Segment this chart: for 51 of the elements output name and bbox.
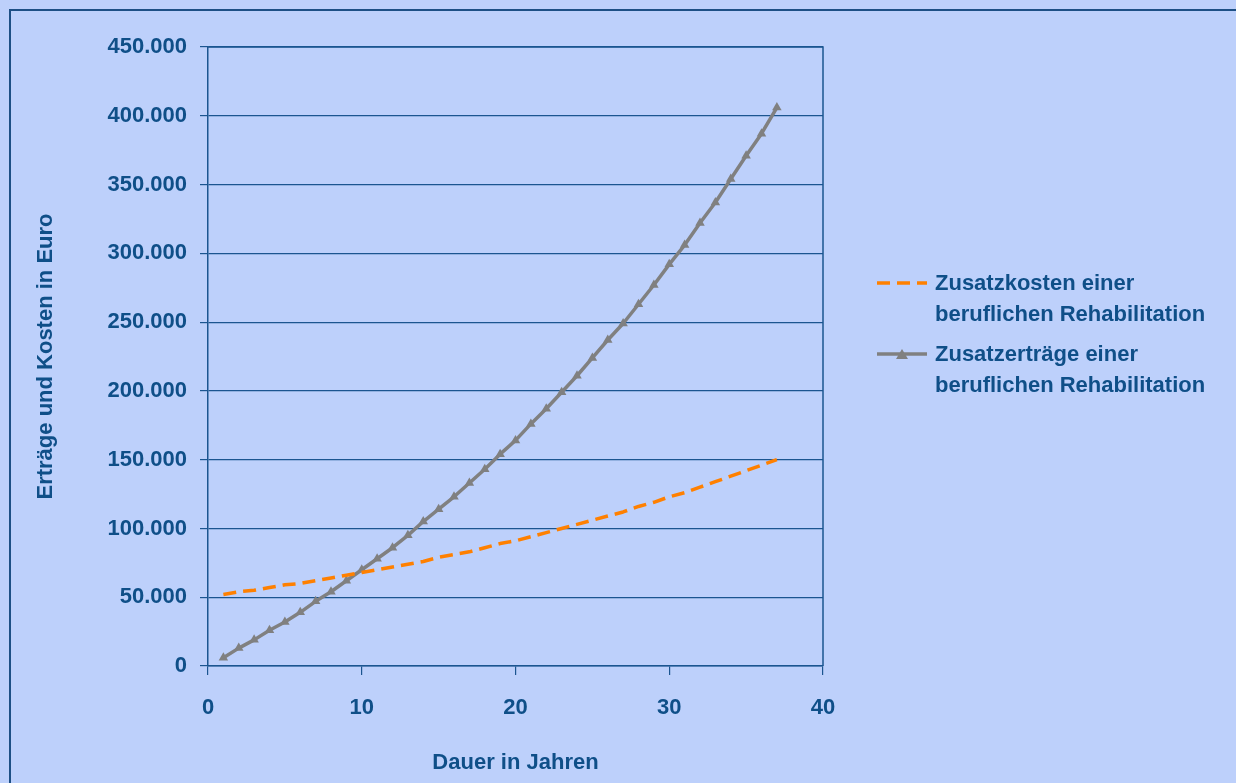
point: [433, 503, 444, 512]
point: [602, 334, 613, 343]
x-tick-label: 10: [349, 694, 374, 720]
point: [649, 279, 659, 288]
point: [372, 553, 382, 562]
y-tick-label: 200.000: [107, 376, 187, 402]
point: [449, 491, 459, 500]
point: [556, 386, 567, 396]
x-tick-label: 20: [503, 694, 528, 720]
point: [510, 434, 521, 444]
point: [495, 448, 505, 457]
point: [310, 595, 321, 605]
point: [218, 652, 229, 661]
point: [280, 616, 290, 625]
point: [741, 150, 751, 159]
point: [772, 102, 782, 111]
point: [418, 516, 429, 525]
point: [295, 606, 306, 616]
y-tick-label: 250.000: [107, 308, 187, 334]
point: [695, 217, 705, 226]
point: [710, 196, 721, 206]
x-axis-title: Dauer in Jahren: [432, 748, 599, 774]
y-axis-title: Erträge und Kosten in Euro: [32, 213, 58, 500]
y-tick-label: 350.000: [107, 170, 187, 196]
x-tick-label: 40: [810, 694, 836, 720]
point: [756, 128, 767, 137]
point: [679, 239, 690, 248]
point: [526, 418, 536, 427]
point: [633, 298, 644, 307]
point: [572, 370, 582, 379]
y-tick-label: 100.000: [107, 514, 187, 540]
point: [479, 463, 490, 473]
legend-label: Zusatzkosten einer beruflichen Rehabilitation: [935, 269, 1207, 328]
point: [725, 173, 736, 182]
x-tick-label: 30: [657, 694, 682, 720]
y-tick-label: 150.000: [107, 445, 187, 471]
y-tick-label: 400.000: [107, 101, 187, 127]
point: [587, 352, 598, 361]
x-tick-label: 0: [201, 694, 215, 720]
point: [541, 403, 552, 412]
line-series: [221, 457, 779, 597]
point: [403, 529, 413, 539]
point: [618, 317, 628, 327]
y-tick-label: 0: [174, 652, 187, 678]
y-tick-label: 300.000: [107, 239, 187, 265]
legend-label: Zusatzerträge einer beruflichen Rehabilitation: [935, 340, 1207, 399]
point: [464, 477, 475, 486]
y-tick-label: 50.000: [119, 583, 187, 609]
y-tick-label: 450.000: [107, 33, 187, 59]
point: [664, 258, 675, 268]
point: [387, 542, 398, 551]
